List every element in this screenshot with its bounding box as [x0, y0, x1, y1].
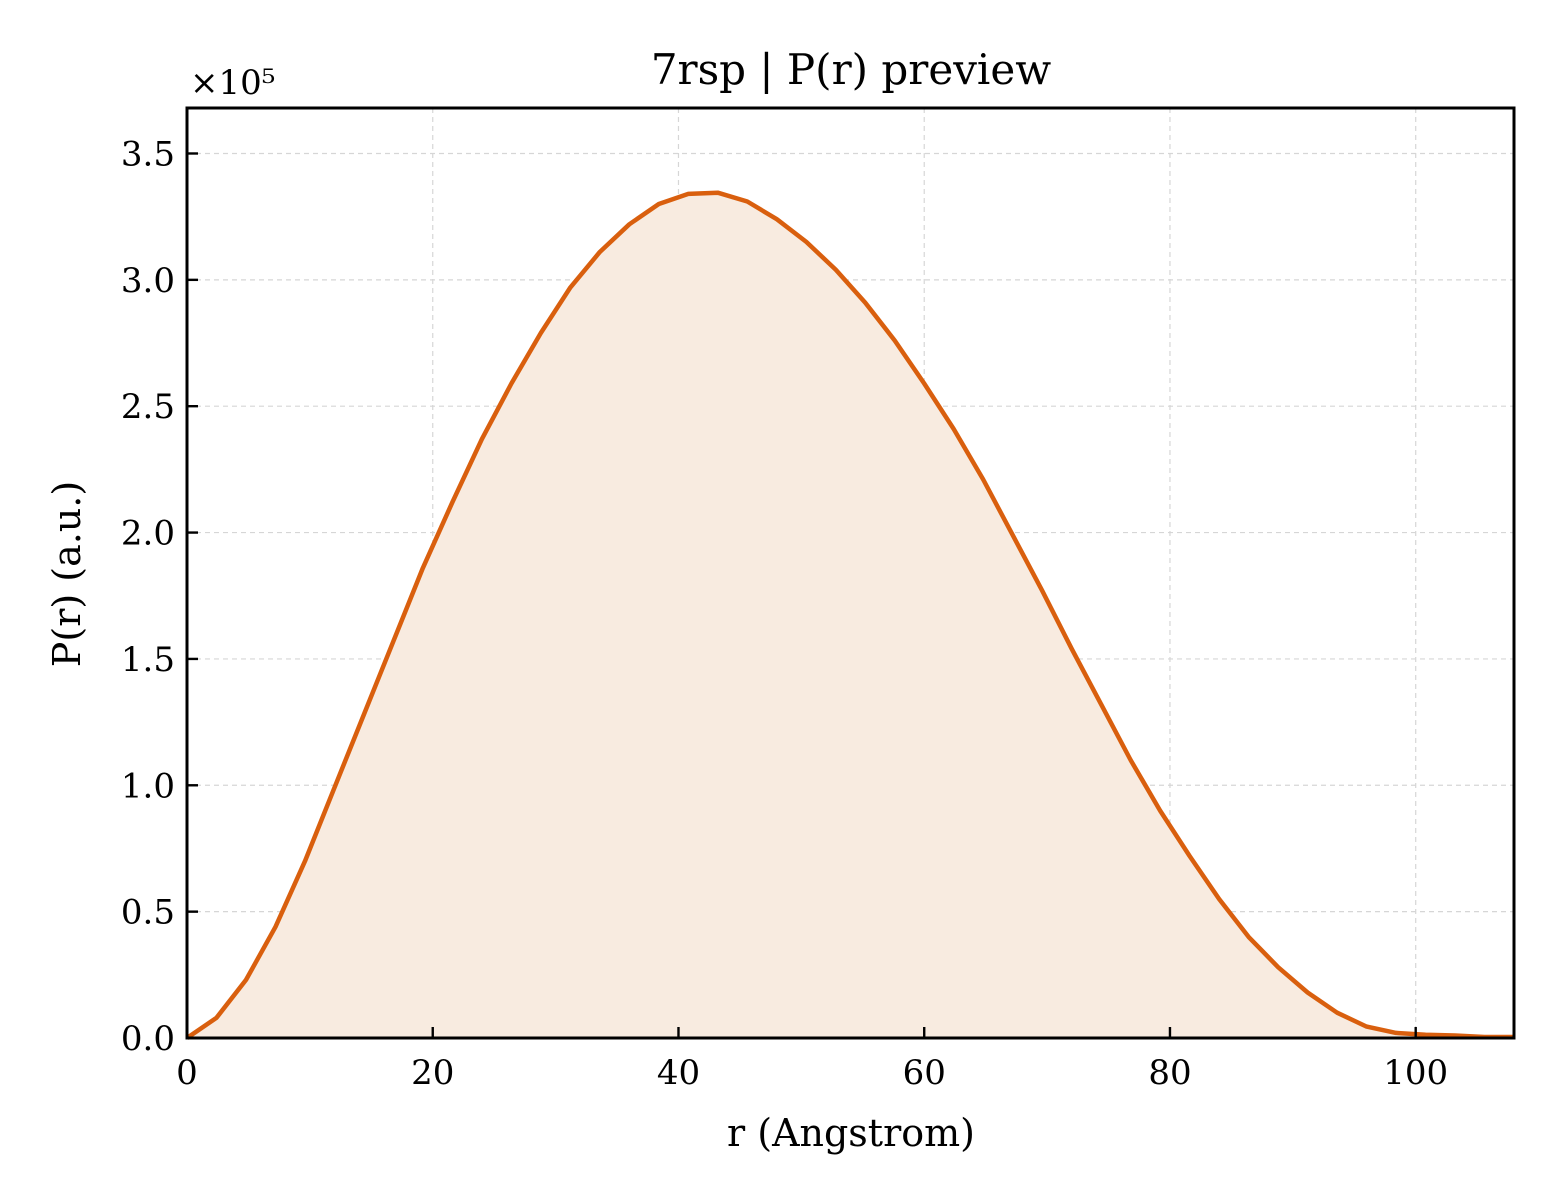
y-tick-label: 1.0: [121, 766, 175, 806]
plot-frame: [185, 106, 1516, 1040]
x-tick-label: 80: [1148, 1053, 1191, 1093]
y-tick-label: 1.5: [121, 640, 175, 680]
x-tick-label: 100: [1383, 1053, 1448, 1093]
y-offset-label: ×10⁵: [190, 63, 275, 103]
pr-area-fill: [187, 192, 1514, 1038]
y-tick-label: 2.5: [121, 387, 175, 427]
x-tick-label: 0: [176, 1053, 198, 1093]
x-tick-label: 40: [657, 1053, 700, 1093]
y-tick-label: 0.5: [121, 893, 175, 933]
pr-series-line: [185, 190, 1514, 1040]
chart-title: 7rsp | P(r) preview: [651, 45, 1051, 94]
x-axis-label: r (Angstrom): [727, 1111, 975, 1155]
x-tick-label: 60: [903, 1053, 946, 1093]
y-axis-label: P(r) (a.u.): [45, 481, 89, 667]
axis-ticks: 0 20 40 60 80 100 0.0 0.5 1.0 1.5 2.0 2.5 3.0 3.5: [121, 134, 1448, 1093]
x-tick-label: 20: [411, 1053, 454, 1093]
y-tick-label: 0.0: [121, 1019, 175, 1059]
y-tick-label: 3.5: [121, 134, 175, 174]
y-tick-label: 3.0: [121, 261, 175, 301]
y-tick-label: 2.0: [121, 514, 175, 554]
